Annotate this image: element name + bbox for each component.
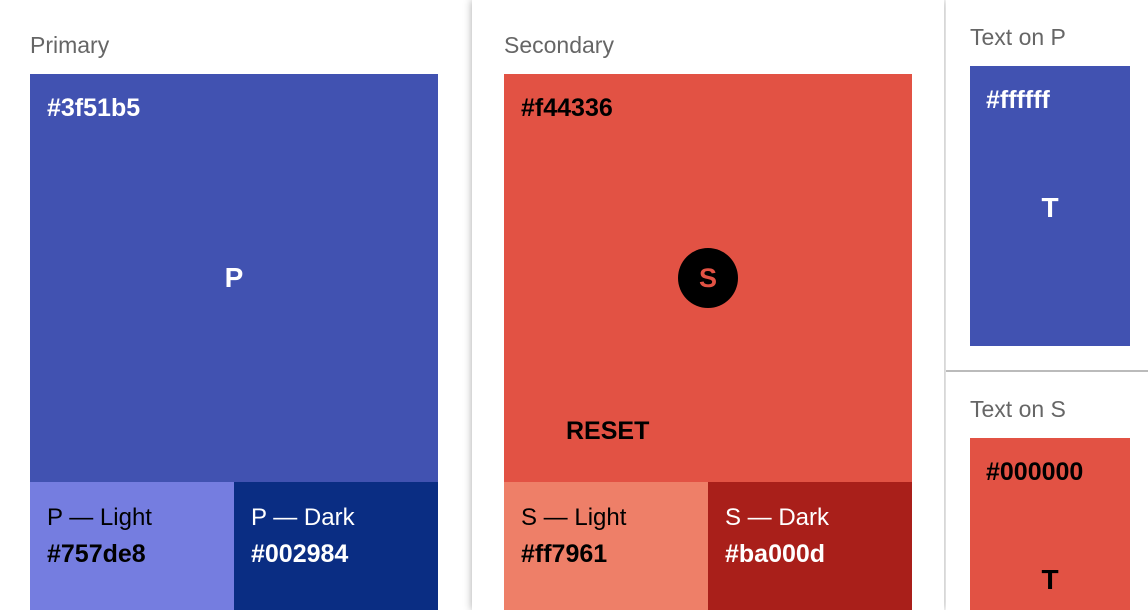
primary-light-swatch[interactable]: P — Light #757de8 <box>30 482 234 610</box>
primary-light-hex: #757de8 <box>47 540 146 568</box>
secondary-title: Secondary <box>504 32 614 58</box>
primary-dark-label: P — Dark <box>251 504 355 531</box>
reset-button[interactable]: RESET <box>566 417 650 445</box>
primary-title: Primary <box>30 32 110 58</box>
text-on-s-letter: T <box>1041 564 1059 595</box>
secondary-dark-swatch[interactable]: S — Dark #ba000d <box>708 482 912 610</box>
primary-letter: P <box>224 262 244 293</box>
secondary-letter: S <box>698 262 717 293</box>
secondary-light-swatch[interactable]: S — Light #ff7961 <box>504 482 708 610</box>
primary-panel: Primary #3f51b5 P P — Light #757de8 P — … <box>0 0 470 610</box>
primary-dark-swatch[interactable]: P — Dark #002984 <box>234 482 438 610</box>
text-on-p-title: Text on P <box>970 24 1066 50</box>
primary-light-label: P — Light <box>47 504 152 531</box>
secondary-dark-hex: #ba000d <box>725 540 826 568</box>
text-on-s-swatch[interactable]: #000000 T <box>970 438 1130 610</box>
secondary-panel: Secondary #f44336 S RESET S — Light #ff7… <box>472 0 944 610</box>
secondary-light-label: S — Light <box>521 504 627 531</box>
secondary-fab[interactable]: S <box>678 248 738 308</box>
secondary-dark-label: S — Dark <box>725 504 830 531</box>
text-panel: Text on P #ffffff T Text on S #000000 T <box>946 0 1148 610</box>
secondary-hex: #f44336 <box>521 94 613 122</box>
primary-hex: #3f51b5 <box>47 94 141 122</box>
text-on-p-hex: #ffffff <box>986 86 1050 114</box>
secondary-light-hex: #ff7961 <box>521 540 608 568</box>
primary-dark-hex: #002984 <box>251 540 349 568</box>
secondary-swatch[interactable]: #f44336 S RESET <box>504 74 912 482</box>
divider <box>946 370 1148 372</box>
text-on-s-hex: #000000 <box>986 458 1084 486</box>
text-on-p-letter: T <box>1041 192 1059 223</box>
primary-swatch[interactable]: #3f51b5 P <box>30 74 438 482</box>
text-on-p-swatch[interactable]: #ffffff T <box>970 66 1130 346</box>
text-on-s-title: Text on S <box>970 396 1066 422</box>
